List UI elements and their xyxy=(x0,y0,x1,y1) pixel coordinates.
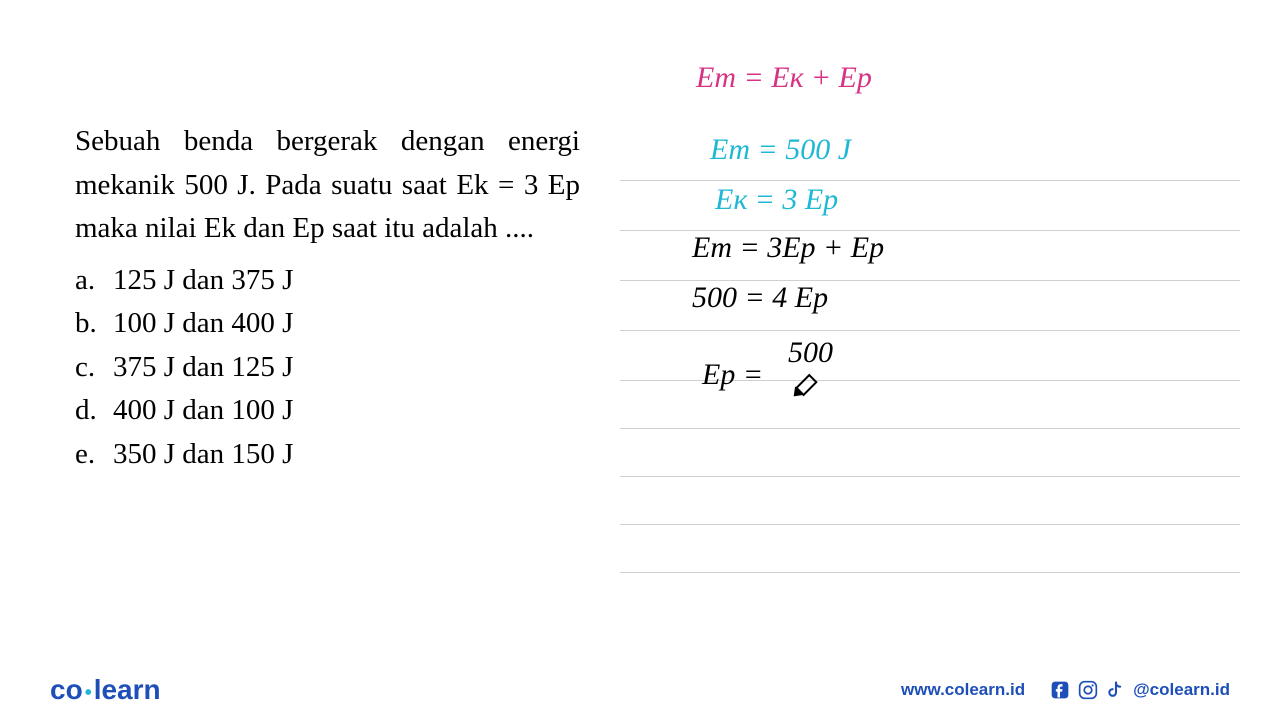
option-text: 375 J dan 125 J xyxy=(113,346,293,390)
option-d: d. 400 J dan 100 J xyxy=(75,389,580,433)
option-text: 125 J dan 375 J xyxy=(113,259,293,303)
social-handle[interactable]: @colearn.id xyxy=(1133,680,1230,700)
option-text: 350 J dan 150 J xyxy=(113,433,293,477)
hw-step-2: 500 = 4 Ep xyxy=(692,280,828,316)
ruled-background xyxy=(620,30,1240,640)
options-list: a. 125 J dan 375 J b. 100 J dan 400 J c.… xyxy=(75,259,580,477)
logo-dot-icon: • xyxy=(85,682,92,704)
hw-given-ek: Eᴋ = 3 Ep xyxy=(715,182,838,218)
hw-step-3-numerator: 500 xyxy=(788,335,833,371)
footer: co•learn www.colearn.id @colearn.id xyxy=(0,660,1280,720)
option-b: b. 100 J dan 400 J xyxy=(75,302,580,346)
instagram-icon[interactable] xyxy=(1077,679,1099,701)
tiktok-icon[interactable] xyxy=(1105,679,1127,701)
logo-co: co xyxy=(50,674,83,705)
option-text: 400 J dan 100 J xyxy=(113,389,293,433)
logo-learn: learn xyxy=(94,674,161,705)
hw-step-3-lhs: Ep = xyxy=(702,357,763,393)
question-panel: Sebuah benda bergerak dengan energi meka… xyxy=(0,30,620,640)
footer-right: www.colearn.id @colearn.id xyxy=(901,679,1230,701)
option-letter: e. xyxy=(75,433,113,477)
website-link[interactable]: www.colearn.id xyxy=(901,680,1025,700)
option-a: a. 125 J dan 375 J xyxy=(75,259,580,303)
option-letter: b. xyxy=(75,302,113,346)
brand-logo: co•learn xyxy=(50,674,161,706)
content-area: Sebuah benda bergerak dengan energi meka… xyxy=(0,0,1280,640)
option-text: 100 J dan 400 J xyxy=(113,302,293,346)
option-letter: a. xyxy=(75,259,113,303)
question-text: Sebuah benda bergerak dengan energi meka… xyxy=(75,120,580,251)
hw-step-1: Em = 3Ep + Ep xyxy=(692,230,884,266)
option-letter: c. xyxy=(75,346,113,390)
facebook-icon[interactable] xyxy=(1049,679,1071,701)
option-letter: d. xyxy=(75,389,113,433)
hw-given-em: Em = 500 J xyxy=(710,132,851,168)
social-links: @colearn.id xyxy=(1049,679,1230,701)
workings-panel: Em = Eᴋ + Ep Em = 500 J Eᴋ = 3 Ep Em = 3… xyxy=(620,30,1280,640)
option-e: e. 350 J dan 150 J xyxy=(75,433,580,477)
hw-formula: Em = Eᴋ + Ep xyxy=(696,60,872,96)
option-c: c. 375 J dan 125 J xyxy=(75,346,580,390)
